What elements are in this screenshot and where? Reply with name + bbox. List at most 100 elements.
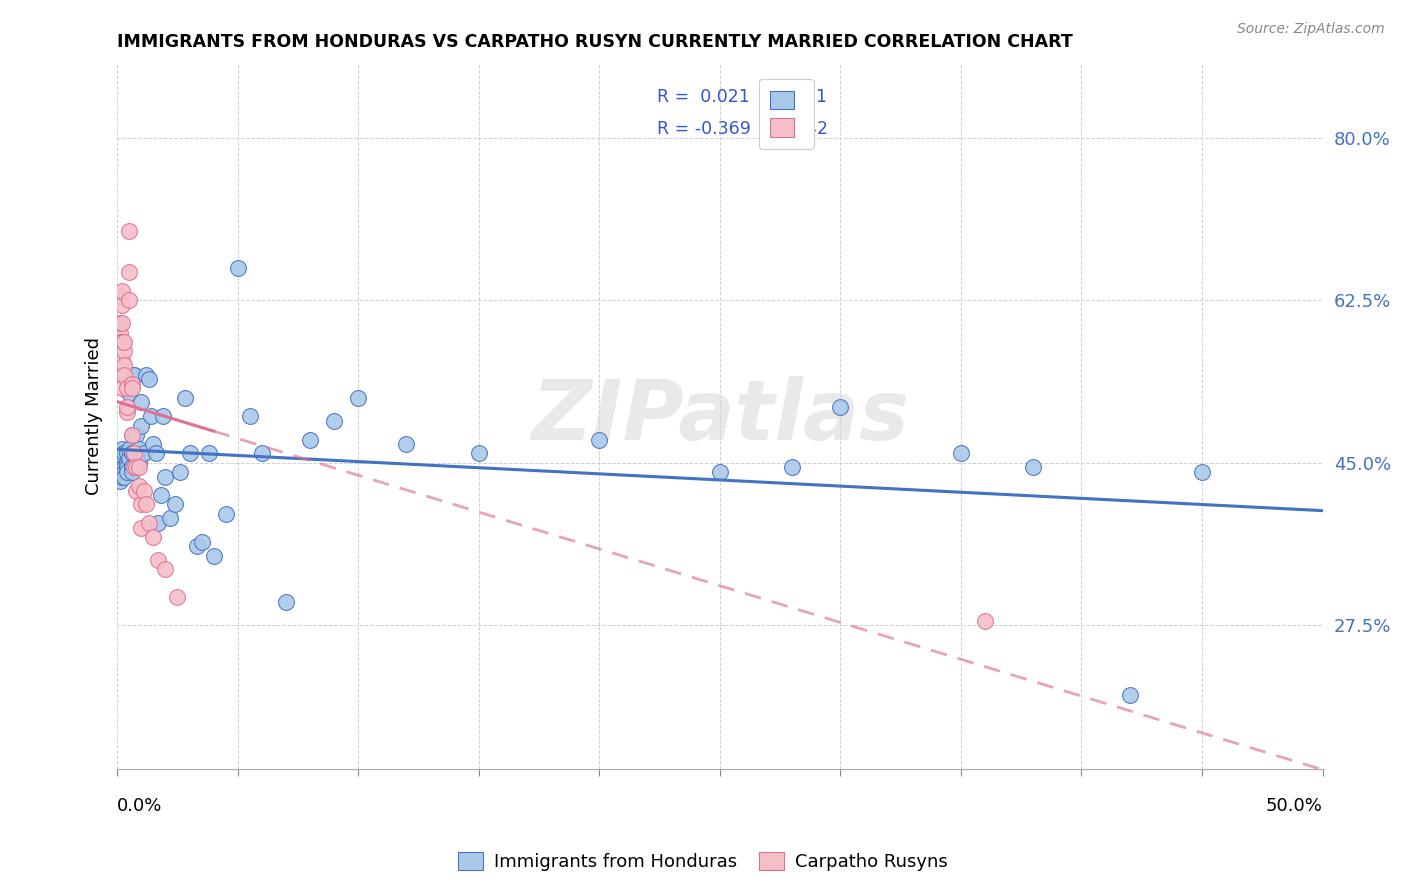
Text: R =  0.021   N = 71: R = 0.021 N = 71 — [657, 88, 827, 106]
Point — [118, 224, 141, 238]
Point — [128, 460, 150, 475]
Point — [112, 469, 135, 483]
Point — [111, 334, 134, 349]
Point — [139, 409, 162, 424]
Point — [115, 465, 138, 479]
Point — [949, 446, 972, 460]
Point — [780, 460, 803, 475]
Point — [118, 265, 141, 279]
Point — [112, 334, 135, 349]
Point — [112, 460, 135, 475]
Point — [111, 298, 134, 312]
Point — [108, 334, 131, 349]
Point — [121, 381, 143, 395]
Point — [108, 288, 131, 302]
Point — [830, 400, 852, 414]
Point — [146, 553, 169, 567]
Point — [111, 469, 134, 483]
Point — [179, 446, 201, 460]
Legend: , : , — [759, 78, 814, 149]
Point — [121, 376, 143, 391]
Legend: Immigrants from Honduras, Carpatho Rusyns: Immigrants from Honduras, Carpatho Rusyn… — [451, 845, 955, 879]
Point — [274, 595, 297, 609]
Point — [198, 446, 221, 460]
Point — [111, 284, 134, 298]
Point — [121, 465, 143, 479]
Point — [118, 442, 141, 456]
Point — [152, 409, 174, 424]
Point — [111, 460, 134, 475]
Point — [159, 511, 181, 525]
Point — [142, 530, 165, 544]
Point — [111, 381, 134, 395]
Point — [111, 317, 134, 331]
Point — [111, 456, 134, 470]
Point — [108, 451, 131, 466]
Point — [132, 483, 155, 498]
Point — [128, 456, 150, 470]
Point — [112, 344, 135, 359]
Point — [122, 368, 145, 382]
Point — [132, 446, 155, 460]
Point — [129, 498, 152, 512]
Y-axis label: Currently Married: Currently Married — [86, 337, 103, 495]
Point — [115, 460, 138, 475]
Point — [111, 363, 134, 377]
Point — [122, 460, 145, 475]
Point — [138, 516, 160, 530]
Point — [395, 437, 418, 451]
Point — [169, 465, 191, 479]
Point — [121, 446, 143, 460]
Point — [347, 391, 370, 405]
Point — [1191, 465, 1213, 479]
Point — [125, 428, 148, 442]
Point — [128, 442, 150, 456]
Text: 50.0%: 50.0% — [1265, 797, 1323, 815]
Point — [135, 368, 157, 382]
Point — [155, 469, 177, 483]
Text: ZIPatlas: ZIPatlas — [531, 376, 908, 457]
Point — [138, 372, 160, 386]
Point — [112, 368, 135, 382]
Point — [115, 456, 138, 470]
Point — [118, 386, 141, 401]
Point — [709, 465, 731, 479]
Point — [146, 516, 169, 530]
Point — [111, 465, 134, 479]
Point — [155, 562, 177, 576]
Point — [108, 317, 131, 331]
Point — [111, 353, 134, 368]
Point — [142, 437, 165, 451]
Point — [129, 418, 152, 433]
Point — [1118, 688, 1140, 702]
Point — [173, 391, 195, 405]
Point — [239, 409, 262, 424]
Point — [122, 446, 145, 460]
Point — [108, 475, 131, 489]
Point — [121, 428, 143, 442]
Point — [190, 534, 212, 549]
Point — [186, 539, 208, 553]
Point — [112, 451, 135, 466]
Point — [128, 479, 150, 493]
Point — [129, 395, 152, 409]
Point — [135, 498, 157, 512]
Point — [145, 446, 167, 460]
Point — [468, 446, 491, 460]
Point — [115, 400, 138, 414]
Point — [129, 521, 152, 535]
Point — [118, 293, 141, 308]
Point — [121, 460, 143, 475]
Point — [108, 353, 131, 368]
Point — [226, 260, 249, 275]
Point — [149, 488, 172, 502]
Text: Source: ZipAtlas.com: Source: ZipAtlas.com — [1237, 22, 1385, 37]
Point — [122, 368, 145, 382]
Point — [118, 368, 141, 382]
Point — [112, 465, 135, 479]
Point — [108, 368, 131, 382]
Point — [112, 446, 135, 460]
Text: R = -0.369   N = 42: R = -0.369 N = 42 — [657, 120, 828, 138]
Point — [121, 428, 143, 442]
Point — [125, 483, 148, 498]
